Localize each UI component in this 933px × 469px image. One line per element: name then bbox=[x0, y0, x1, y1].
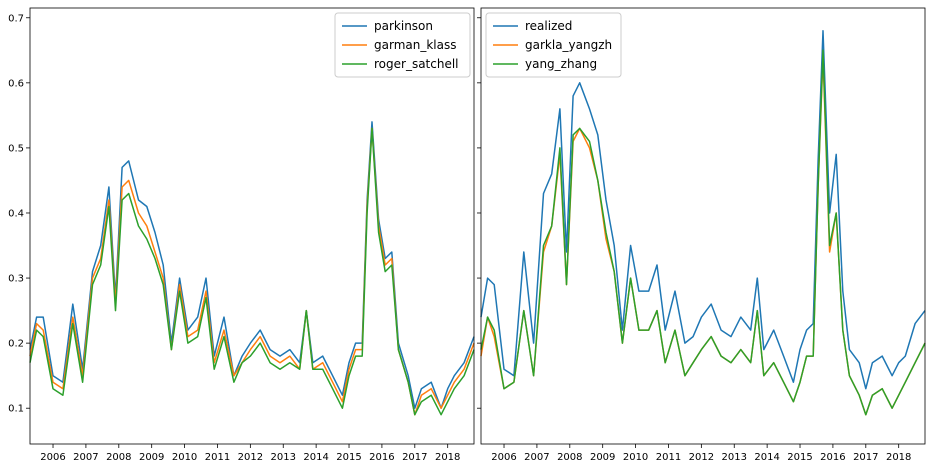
x-tick-label: 2016 bbox=[820, 452, 845, 463]
legend-box bbox=[334, 12, 471, 78]
x-tick-label: 2008 bbox=[106, 452, 131, 463]
y-tick-label: 0.6 bbox=[8, 78, 24, 89]
x-tick-label: 2017 bbox=[853, 452, 878, 463]
x-tick-label: 2008 bbox=[557, 452, 582, 463]
x-tick-label: 2014 bbox=[303, 452, 328, 463]
left-chart-panel: 0.1 0.2 0.3 0.4 0.5 0.6 0.7 2006 2007 2008 2009 201… bbox=[8, 7, 475, 463]
legend-label: realized bbox=[525, 19, 572, 33]
x-tick-label: 2018 bbox=[886, 452, 911, 463]
legend-label: garkla_yangzh bbox=[525, 38, 612, 52]
legend-label: garman_klass bbox=[374, 38, 456, 52]
x-tick-label: 2012 bbox=[238, 452, 263, 463]
legend-box bbox=[485, 12, 622, 78]
x-tick-label: 2012 bbox=[689, 452, 714, 463]
x-tick-label: 2013 bbox=[271, 452, 296, 463]
x-tick-label: 2015 bbox=[787, 452, 812, 463]
x-tick-label: 2015 bbox=[336, 452, 361, 463]
x-tick-label: 2016 bbox=[369, 452, 394, 463]
x-tick-label: 2009 bbox=[139, 452, 164, 463]
axes-frame bbox=[29, 7, 475, 445]
y-tick-label: 0.4 bbox=[8, 208, 24, 219]
series-line-yang-zhang bbox=[480, 49, 926, 416]
x-tick-label: 2017 bbox=[402, 452, 427, 463]
y-tick-label: 0.1 bbox=[8, 404, 24, 415]
legend: parkinson garman_klass roger_satchell bbox=[334, 12, 471, 78]
x-tick-label: 2011 bbox=[656, 452, 681, 463]
series-line-roger-satchell bbox=[29, 127, 475, 416]
y-tick-label: 0.3 bbox=[8, 274, 24, 285]
x-tick-label: 2018 bbox=[435, 452, 460, 463]
x-tick-label: 2009 bbox=[590, 452, 615, 463]
legend-label: parkinson bbox=[374, 19, 433, 33]
series-line-realized bbox=[480, 30, 926, 390]
x-tick-label: 2010 bbox=[623, 452, 648, 463]
x-tick-label: 2007 bbox=[73, 452, 98, 463]
legend-label: roger_satchell bbox=[374, 57, 459, 71]
x-tick-label: 2006 bbox=[40, 452, 65, 463]
y-tick-label: 0.2 bbox=[8, 339, 24, 350]
right-chart-panel: 2006 2007 2008 2009 2010 2011 2012 2013 2014 2015… bbox=[477, 7, 926, 463]
y-tick-label: 0.5 bbox=[8, 143, 24, 154]
y-tick-label: 0.7 bbox=[8, 13, 24, 24]
x-tick-label: 2007 bbox=[524, 452, 549, 463]
axes-frame bbox=[480, 7, 926, 445]
legend-label: yang_zhang bbox=[525, 57, 597, 71]
x-tick-label: 2013 bbox=[722, 452, 747, 463]
legend: realized garkla_yangzh yang_zhang bbox=[485, 12, 622, 78]
x-tick-label: 2006 bbox=[491, 452, 516, 463]
x-tick-label: 2014 bbox=[754, 452, 779, 463]
x-tick-label: 2011 bbox=[205, 452, 230, 463]
x-tick-label: 2010 bbox=[172, 452, 197, 463]
